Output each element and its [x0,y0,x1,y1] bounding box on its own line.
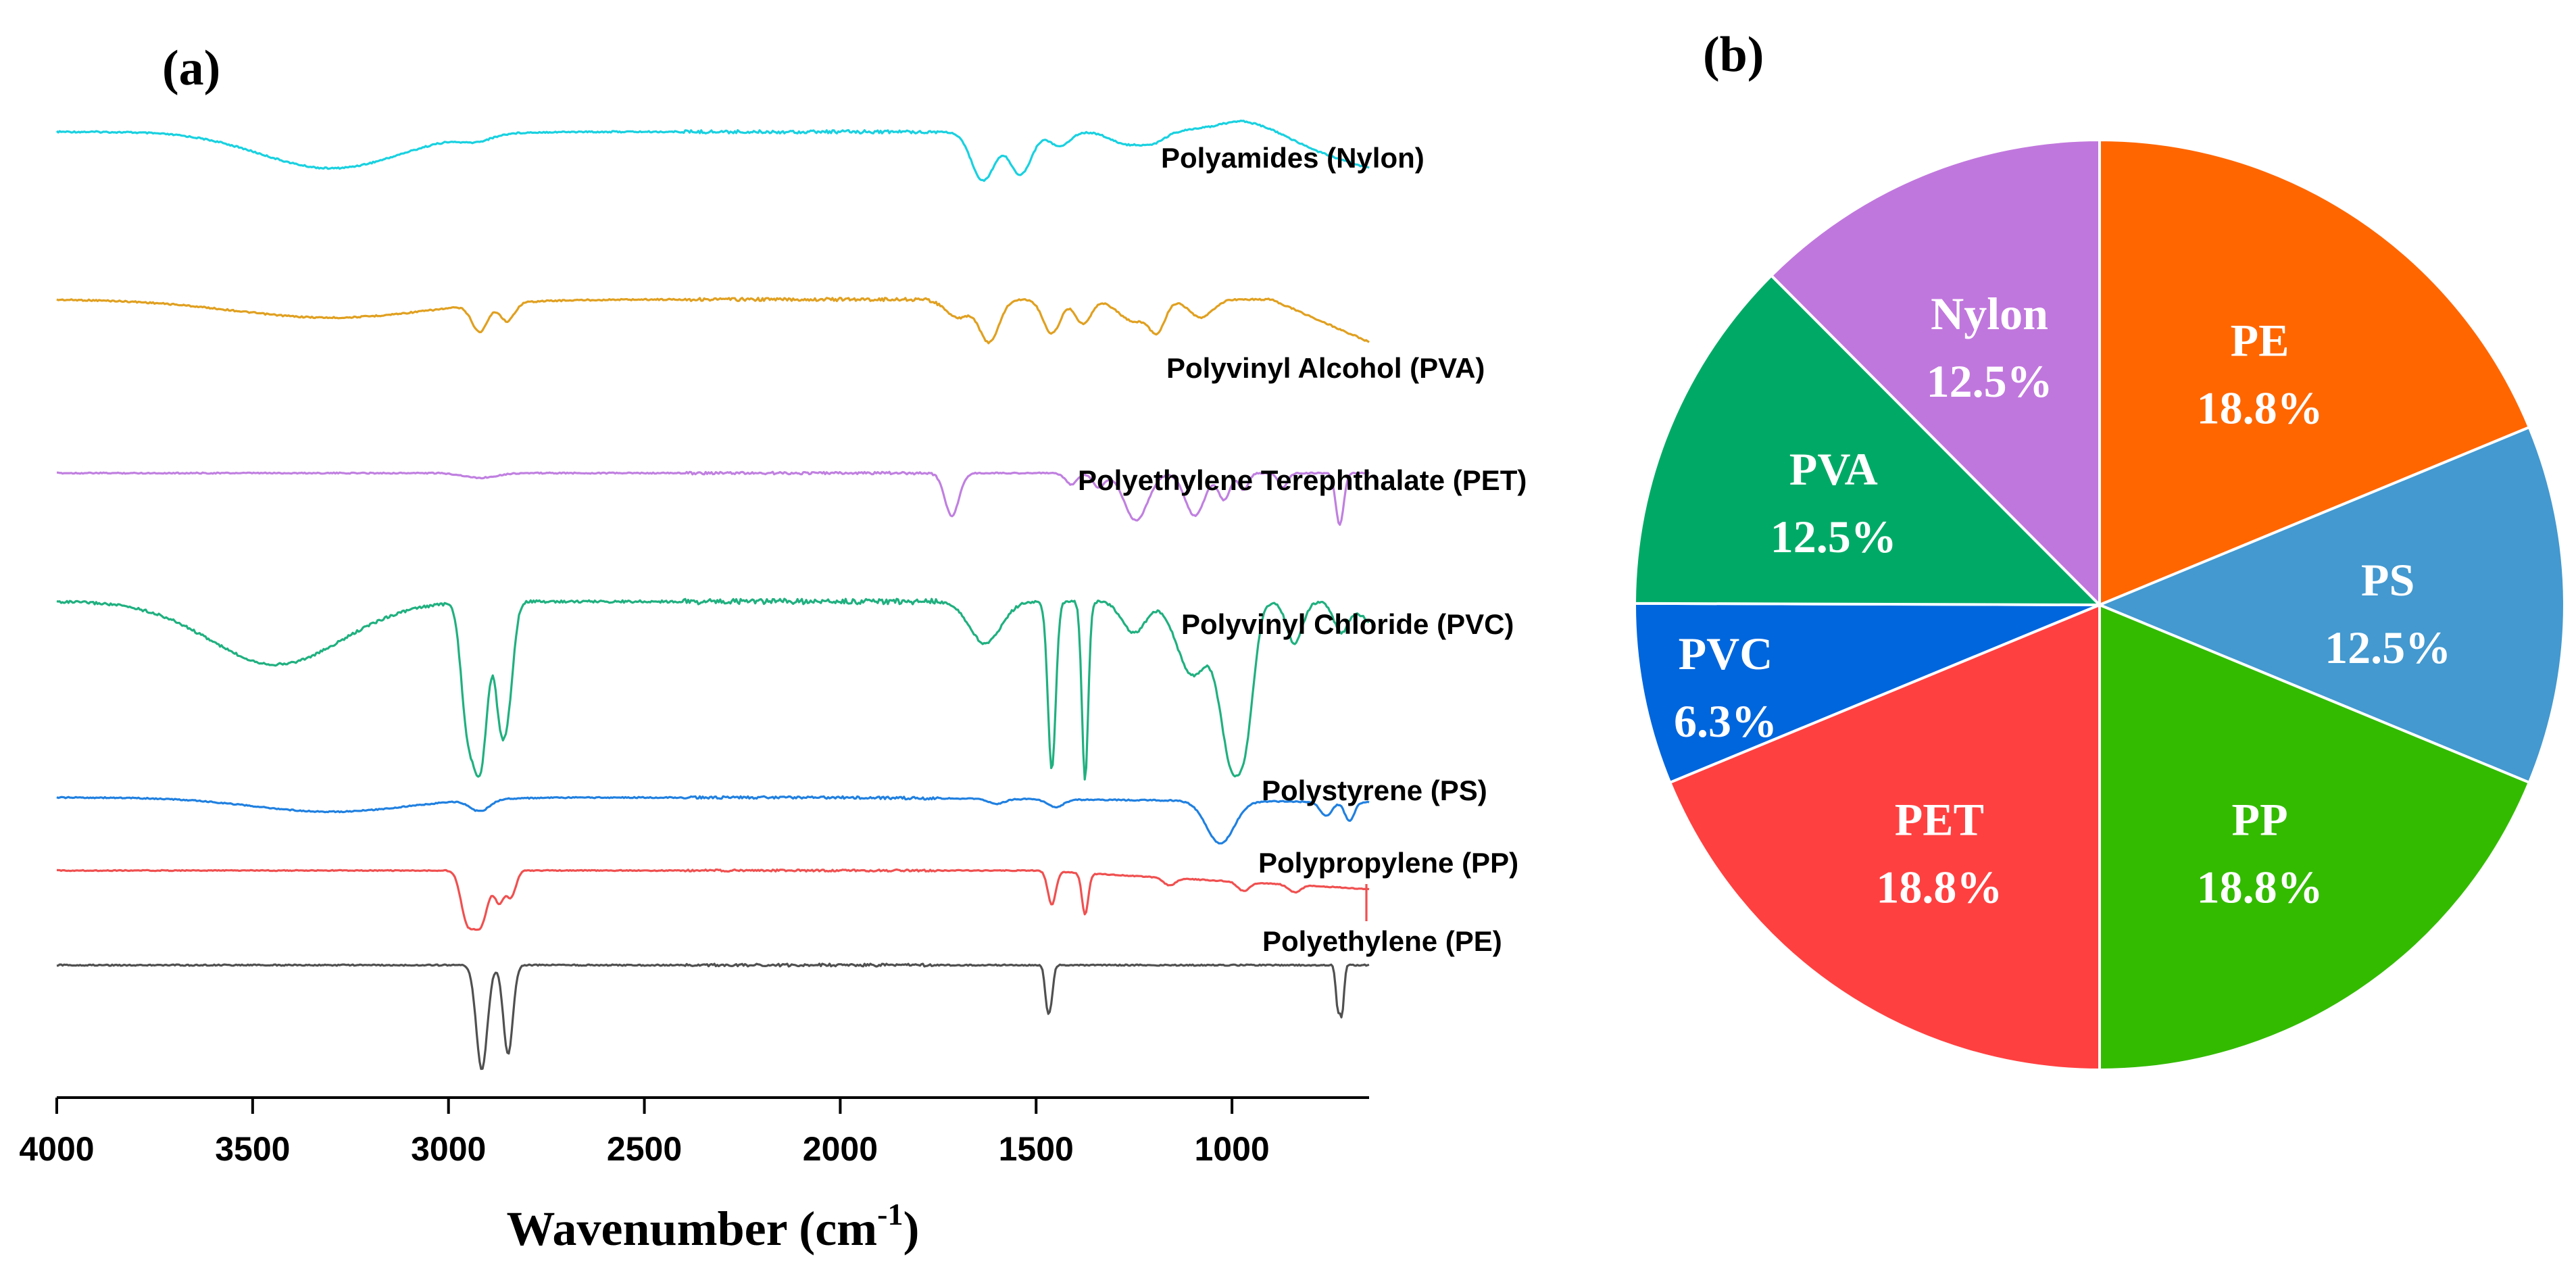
x-tick-label: 3000 [411,1130,486,1168]
ftir-panel: (a) Polyamides (Nylon) Polyvinyl Alcohol … [19,41,1527,1256]
pie-slice [1633,602,2100,785]
pie-slice-label: PVC 6.3% [1674,628,1777,747]
pie-slice-label: PVA 12.5% [1770,443,1897,562]
spectrum-line [56,597,1370,781]
pie-slice-label: PP 18.8% [2197,794,2323,913]
spectrum-line [56,470,1370,526]
spectrum-label: Polyamides (Nylon) [1161,142,1425,174]
x-axis-title: Wavenumber (cm-1) [507,1197,920,1256]
x-axis-ticks: 4000 3500 3000 2500 2000 1500 1000 [19,1098,1270,1168]
pie-chart: PE 18.8% PS 12.5% PP 18.8% PET 18.8% PVC 6.3% PVA 1… [1633,138,2566,1072]
pie-slice-name: PVC [1679,628,1773,679]
spectrum-line [56,297,1370,345]
panel-b-label: (b) [1703,27,1764,82]
pie-slice-percent: 12.5% [1927,356,2053,407]
pie-slice-label: Nylon 12.5% [1927,288,2053,407]
spectrum-line [56,868,1370,931]
pie-slice [1668,603,2101,1072]
pie-slice-percent: 12.5% [2325,622,2451,673]
pie-slice [2098,138,2531,607]
pie-slice [2098,603,2531,1072]
pie-slice-name: PVA [1789,443,1878,495]
x-tick-label: 2500 [607,1130,682,1168]
x-tick-label: 1000 [1194,1130,1269,1168]
ftir-spectra [55,120,1370,1071]
panel-a-label: (a) [162,41,220,96]
spectrum-label: Polyvinyl Chloride (PVC) [1181,608,1514,640]
spectrum-line [56,962,1370,1071]
x-tick-label: 2000 [803,1130,878,1168]
pie-slice-percent: 6.3% [1674,695,1777,747]
pie-slice-percent: 12.5% [1770,511,1897,562]
pie-slice-label: PE 18.8% [2197,314,2323,433]
x-tick-label: 3500 [215,1130,290,1168]
spectrum-label: Polyethylene (PE) [1262,925,1502,957]
pie-slice-label: PET 18.8% [1876,794,2002,913]
pie-slice [1633,273,2103,607]
pie-slice-name: PE [2231,314,2289,366]
pie-slice-name: PS [2361,554,2414,606]
pie-slice [2096,425,2566,785]
spectrum-label: Polyvinyl Alcohol (PVA) [1166,352,1485,384]
x-tick-label: 1500 [999,1130,1074,1168]
spectrum-label: Polystyrene (PS) [1262,775,1487,806]
spectrum-line [55,120,1370,182]
pie-slice-percent: 18.8% [1876,862,2002,913]
pie-slice-name: PP [2232,794,2288,846]
x-tick-label: 4000 [19,1130,94,1168]
spectrum-label: Polyethylene Terephthalate (PET) [1078,464,1527,496]
spectrum-label: Polypropylene (PP) [1258,847,1518,879]
spectrum-labels: Polyamides (Nylon) Polyvinyl Alcohol (PVA… [1078,142,1527,957]
pie-slice-percent: 18.8% [2197,382,2323,433]
pie-slice-percent: 18.8% [2197,862,2323,913]
pie-slice [1769,138,2101,608]
pie-panel: (b) PE 18.8% PS 12.5% PP 18.8% PET 18.8% PVC 6.3%… [1633,27,2566,1072]
pie-slice-label: PS 12.5% [2325,554,2451,673]
spectrum-line [56,795,1370,845]
pie-slice-name: Nylon [1931,288,2048,339]
pie-slice-name: PET [1895,794,1984,846]
